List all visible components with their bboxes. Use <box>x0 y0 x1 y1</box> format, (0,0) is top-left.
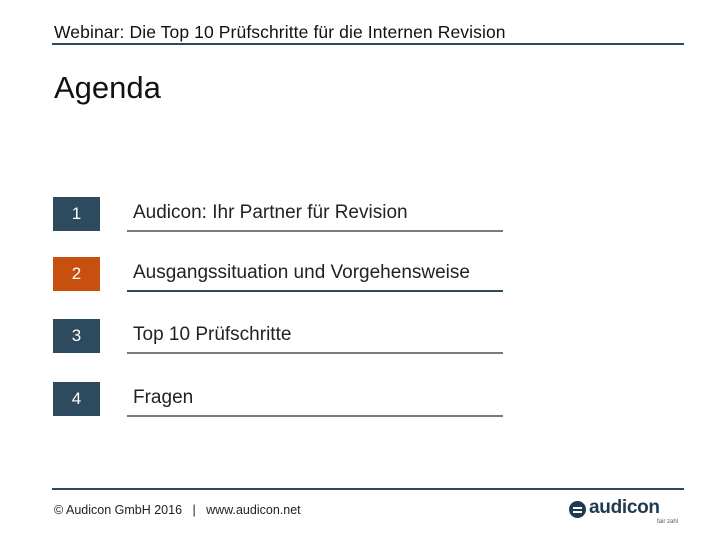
agenda-number-box: 3 <box>53 319 100 353</box>
page-title: Agenda <box>54 70 161 105</box>
agenda-item-underline <box>127 290 503 292</box>
agenda-item-underline <box>127 415 503 417</box>
agenda-item-label: Audicon: Ihr Partner für Revision <box>133 202 408 223</box>
agenda-item-underline <box>127 230 503 232</box>
logo-tagline: fair zahl <box>657 519 679 525</box>
agenda-item-3: 3 Top 10 Prüfschritte <box>53 319 503 354</box>
agenda-number-box: 2 <box>53 257 100 291</box>
audicon-logo: audicon fair zahl <box>569 497 687 527</box>
agenda-item-label: Fragen <box>133 387 194 408</box>
agenda-item-2: 2 Ausgangssituation und Vorgehensweise <box>53 257 503 292</box>
audicon-logo-icon <box>569 501 586 518</box>
agenda-item-label: Ausgangssituation und Vorgehensweise <box>133 262 470 283</box>
logo-wordmark: audicon <box>589 497 660 518</box>
agenda-item-1: 1 Audicon: Ihr Partner für Revision <box>53 197 503 232</box>
footer-copyright: © Audicon GmbH 2016 | www.audicon.net <box>54 503 301 517</box>
agenda-item-label: Top 10 Prüfschritte <box>133 324 292 345</box>
agenda-item-4: 4 Fragen <box>53 382 503 417</box>
header-divider <box>52 43 684 45</box>
agenda-item-underline <box>127 352 503 354</box>
agenda-number-box: 1 <box>53 197 100 231</box>
footer-divider <box>52 488 684 490</box>
header-title: Webinar: Die Top 10 Prüfschritte für die… <box>54 22 506 42</box>
agenda-number-box: 4 <box>53 382 100 416</box>
